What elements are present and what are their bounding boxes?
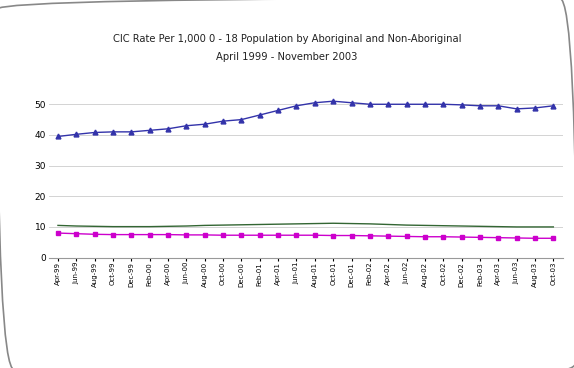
Rate per 1,000, Non-Aboriginal xyxy=(311,233,318,237)
Rate per 1,000, Total xyxy=(513,225,520,229)
Rate per 1,000, Aboriginal xyxy=(275,108,282,113)
Rate per 1,000, Non-Aboriginal xyxy=(257,233,263,237)
Rate per 1,000, Aboriginal xyxy=(257,113,263,117)
Rate per 1,000, Non-Aboriginal xyxy=(421,234,428,239)
Rate per 1,000, Non-Aboriginal xyxy=(128,233,135,237)
Rate per 1,000, Total xyxy=(421,223,428,227)
Rate per 1,000, Total xyxy=(257,222,263,227)
Rate per 1,000, Aboriginal xyxy=(403,102,410,106)
Rate per 1,000, Aboriginal xyxy=(550,103,557,108)
Rate per 1,000, Aboriginal xyxy=(348,100,355,105)
Rate per 1,000, Total xyxy=(385,222,391,227)
Rate per 1,000, Total xyxy=(550,225,557,229)
Rate per 1,000, Aboriginal xyxy=(293,103,300,108)
Rate per 1,000, Aboriginal xyxy=(220,119,227,123)
Rate per 1,000, Non-Aboriginal xyxy=(238,233,245,237)
Rate per 1,000, Total xyxy=(73,224,80,228)
Rate per 1,000, Non-Aboriginal xyxy=(458,235,465,239)
Rate per 1,000, Non-Aboriginal xyxy=(550,236,557,241)
Rate per 1,000, Total xyxy=(238,223,245,227)
Rate per 1,000, Aboriginal xyxy=(495,103,502,108)
Rate per 1,000, Aboriginal xyxy=(91,130,98,135)
Rate per 1,000, Aboriginal xyxy=(55,134,61,139)
Rate per 1,000, Total xyxy=(403,223,410,227)
Rate per 1,000, Aboriginal xyxy=(476,103,483,108)
Rate per 1,000, Non-Aboriginal xyxy=(55,231,61,235)
Rate per 1,000, Non-Aboriginal xyxy=(532,236,538,241)
Rate per 1,000, Aboriginal xyxy=(385,102,391,106)
Rate per 1,000, Non-Aboriginal xyxy=(293,233,300,237)
Rate per 1,000, Aboriginal xyxy=(183,124,190,128)
Rate per 1,000, Aboriginal xyxy=(146,128,153,132)
Rate per 1,000, Total xyxy=(128,224,135,229)
Rate per 1,000, Non-Aboriginal xyxy=(366,234,373,238)
Rate per 1,000, Aboriginal xyxy=(311,100,318,105)
Rate per 1,000, Non-Aboriginal xyxy=(385,234,391,238)
Rate per 1,000, Total xyxy=(329,221,336,226)
Rate per 1,000, Total xyxy=(495,224,502,229)
Rate per 1,000, Non-Aboriginal xyxy=(348,233,355,238)
Rate per 1,000, Aboriginal xyxy=(532,106,538,110)
Rate per 1,000, Total xyxy=(440,223,447,228)
Rate per 1,000, Non-Aboriginal xyxy=(91,232,98,237)
Line: Rate per 1,000, Aboriginal: Rate per 1,000, Aboriginal xyxy=(56,99,556,139)
Rate per 1,000, Total xyxy=(91,224,98,229)
Rate per 1,000, Total xyxy=(110,224,117,229)
Rate per 1,000, Aboriginal xyxy=(73,132,80,137)
Rate per 1,000, Non-Aboriginal xyxy=(73,231,80,236)
Rate per 1,000, Total xyxy=(293,222,300,226)
Rate per 1,000, Total xyxy=(458,224,465,228)
Text: CIC Rate Per 1,000 0 - 18 Population by Aboriginal and Non-Aboriginal: CIC Rate Per 1,000 0 - 18 Population by … xyxy=(113,33,461,44)
Rate per 1,000, Non-Aboriginal xyxy=(110,233,117,237)
Rate per 1,000, Total xyxy=(275,222,282,226)
Rate per 1,000, Total xyxy=(183,224,190,228)
Rate per 1,000, Aboriginal xyxy=(329,99,336,103)
Rate per 1,000, Total xyxy=(146,224,153,229)
Rate per 1,000, Aboriginal xyxy=(110,130,117,134)
Rate per 1,000, Total xyxy=(311,222,318,226)
Rate per 1,000, Aboriginal xyxy=(421,102,428,106)
Rate per 1,000, Aboriginal xyxy=(440,102,447,106)
Rate per 1,000, Total xyxy=(348,222,355,226)
Rate per 1,000, Non-Aboriginal xyxy=(495,236,502,240)
Rate per 1,000, Total xyxy=(220,223,227,227)
Rate per 1,000, Aboriginal xyxy=(201,122,208,127)
Rate per 1,000, Non-Aboriginal xyxy=(146,233,153,237)
Rate per 1,000, Non-Aboriginal xyxy=(513,236,520,240)
Rate per 1,000, Non-Aboriginal xyxy=(440,234,447,239)
Rate per 1,000, Aboriginal xyxy=(238,117,245,122)
Rate per 1,000, Total xyxy=(201,223,208,227)
Line: Rate per 1,000, Non-Aboriginal: Rate per 1,000, Non-Aboriginal xyxy=(56,231,556,240)
Text: April 1999 - November 2003: April 1999 - November 2003 xyxy=(216,52,358,62)
Rate per 1,000, Non-Aboriginal xyxy=(201,233,208,237)
Rate per 1,000, Total xyxy=(366,222,373,226)
Rate per 1,000, Aboriginal xyxy=(513,107,520,111)
Rate per 1,000, Aboriginal xyxy=(128,130,135,134)
Line: Rate per 1,000, Total: Rate per 1,000, Total xyxy=(58,223,553,227)
Rate per 1,000, Non-Aboriginal xyxy=(476,235,483,240)
Rate per 1,000, Total xyxy=(165,224,172,229)
Rate per 1,000, Aboriginal xyxy=(366,102,373,106)
Rate per 1,000, Non-Aboriginal xyxy=(275,233,282,237)
Rate per 1,000, Aboriginal xyxy=(165,127,172,131)
Rate per 1,000, Non-Aboriginal xyxy=(220,233,227,237)
Rate per 1,000, Total xyxy=(476,224,483,229)
Rate per 1,000, Aboriginal xyxy=(458,103,465,107)
Rate per 1,000, Non-Aboriginal xyxy=(165,233,172,237)
Rate per 1,000, Total xyxy=(55,223,61,227)
Rate per 1,000, Non-Aboriginal xyxy=(183,233,190,237)
Rate per 1,000, Non-Aboriginal xyxy=(403,234,410,239)
Rate per 1,000, Total xyxy=(532,225,538,229)
Rate per 1,000, Non-Aboriginal xyxy=(329,233,336,238)
